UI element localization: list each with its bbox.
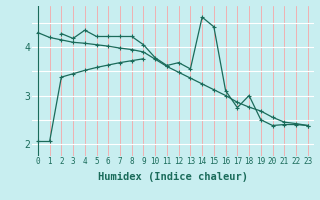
X-axis label: Humidex (Indice chaleur): Humidex (Indice chaleur) xyxy=(98,172,248,182)
